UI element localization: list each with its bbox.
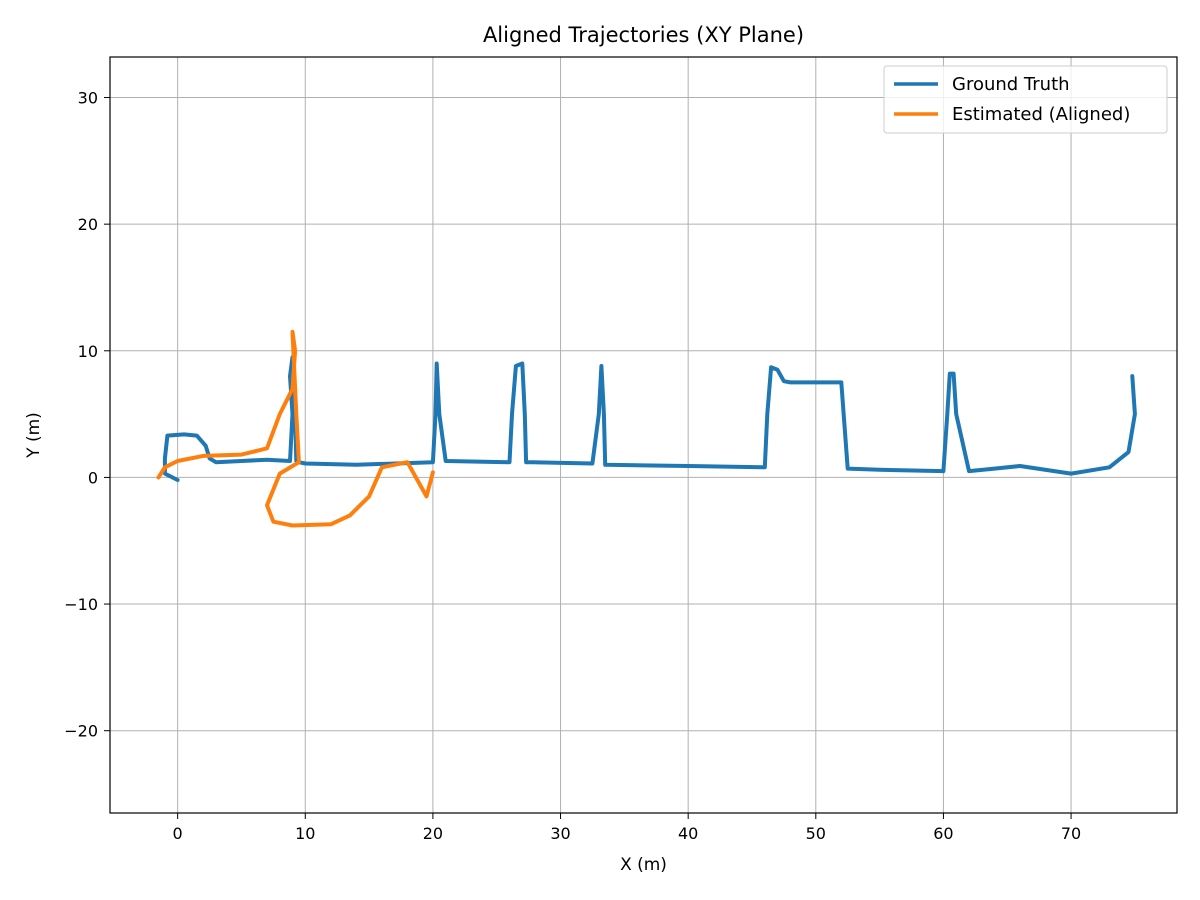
x-ticks: 0 10 20 30 40 50 60 70 (173, 813, 1081, 843)
plot-series (156, 329, 1137, 528)
plot-frame (109, 56, 1178, 814)
y-tick-label: −10 (64, 595, 98, 614)
legend: Ground Truth Estimated (Aligned) (883, 65, 1168, 134)
x-tick-label: 70 (1061, 824, 1081, 843)
x-tick-label: 60 (933, 824, 953, 843)
legend-label-ground-truth: Ground Truth (952, 74, 1070, 95)
x-tick-label: 30 (550, 824, 570, 843)
y-axis-label: Y (m) (24, 412, 44, 459)
x-tick-label: 50 (806, 824, 826, 843)
series-line-ground-truth (162, 355, 1137, 482)
y-tick-label: 10 (78, 342, 98, 361)
x-tick-label: 40 (678, 824, 698, 843)
y-ticks: −20 −10 0 10 20 30 (64, 89, 110, 741)
y-tick-label: 20 (78, 215, 98, 234)
y-tick-label: 0 (88, 468, 98, 487)
x-tick-label: 20 (423, 824, 443, 843)
x-tick-label: 0 (173, 824, 183, 843)
x-tick-label: 10 (295, 824, 315, 843)
y-tick-label: 30 (78, 89, 98, 108)
chart-title: Aligned Trajectories (XY Plane) (483, 23, 804, 47)
legend-box (883, 65, 1168, 134)
x-axis-label: X (m) (620, 855, 667, 875)
legend-label-estimated: Estimated (Aligned) (952, 104, 1130, 125)
series-line-estimated (156, 329, 435, 528)
y-tick-label: −20 (64, 722, 98, 741)
